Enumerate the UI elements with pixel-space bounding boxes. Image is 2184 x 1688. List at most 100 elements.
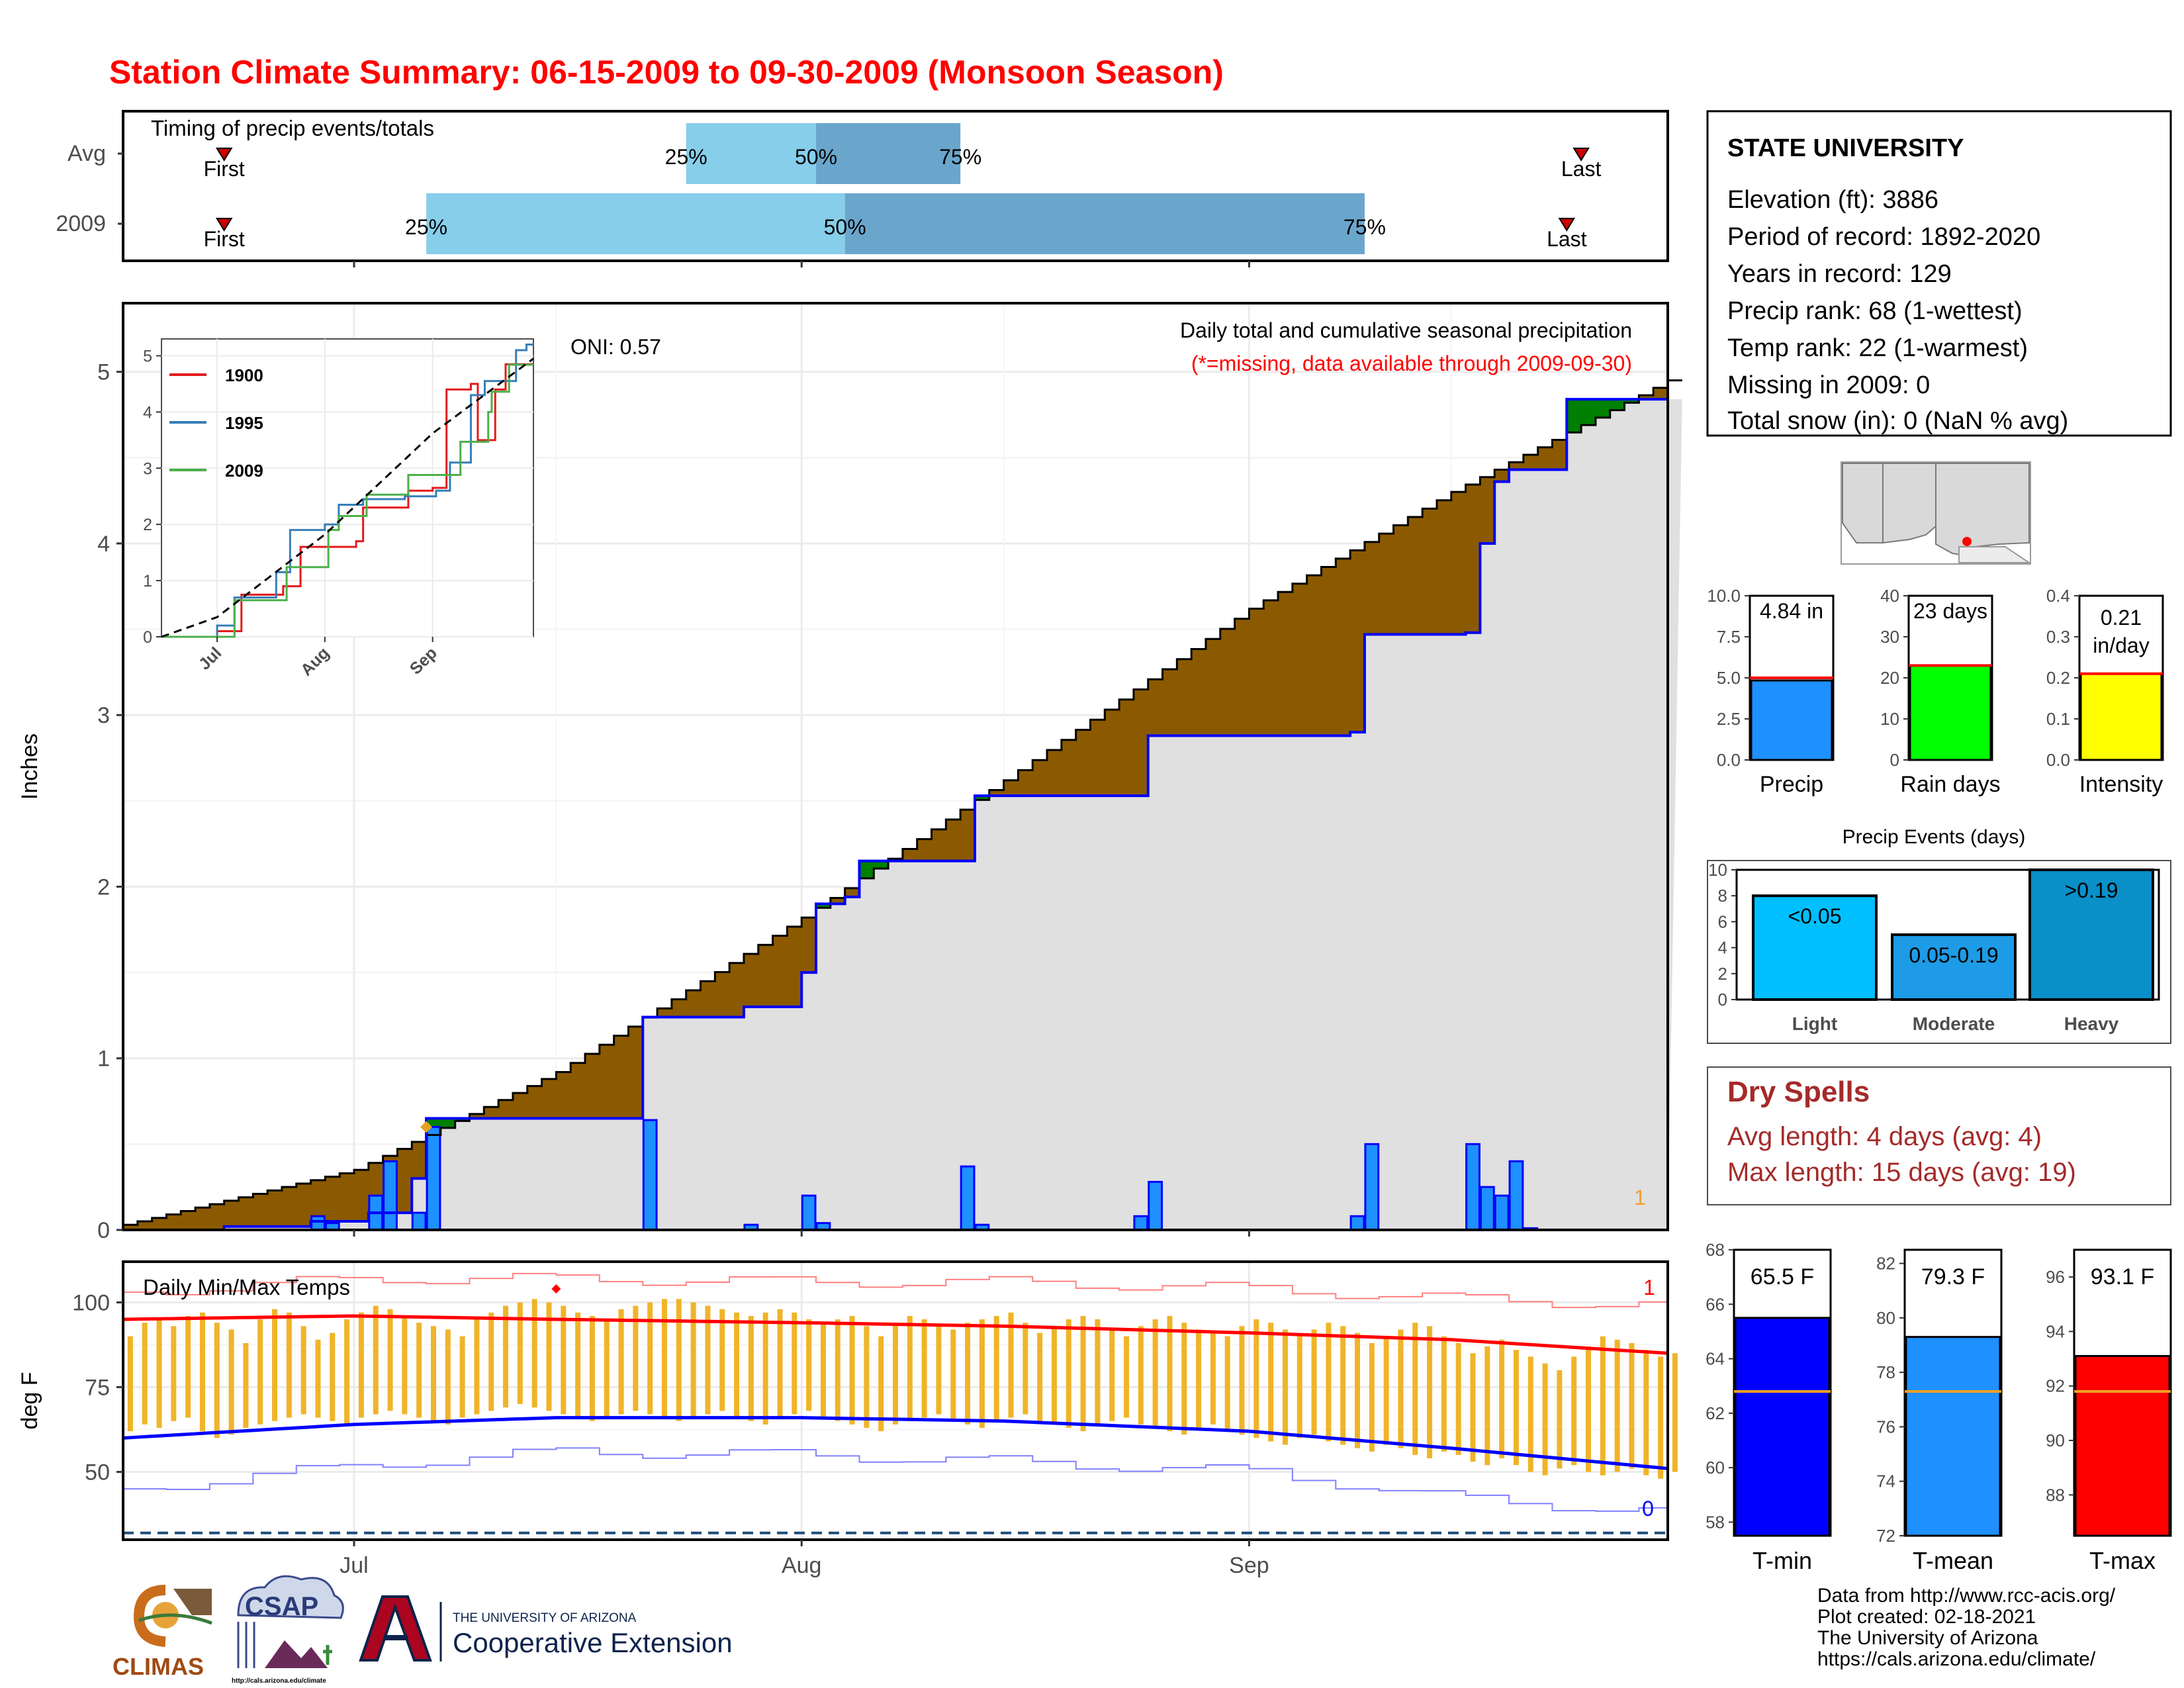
inset-ytick-label: 0 bbox=[143, 628, 152, 647]
daily-temp-bar bbox=[1455, 1342, 1461, 1455]
daily-temp-bar bbox=[228, 1329, 234, 1435]
below-avg-area bbox=[224, 1200, 240, 1227]
daily-temp-bar bbox=[1152, 1319, 1158, 1428]
avg-min-line bbox=[122, 1416, 1668, 1470]
below-avg-area bbox=[1436, 500, 1452, 635]
daily-temp-bar bbox=[1672, 1353, 1678, 1472]
above-avg-area bbox=[1624, 399, 1639, 403]
below-avg-area bbox=[310, 1180, 326, 1222]
below-avg-area bbox=[830, 898, 846, 904]
daily-temp-bar bbox=[907, 1315, 913, 1421]
events-tick-label: 6 bbox=[1718, 912, 1727, 931]
below-avg-area bbox=[1321, 567, 1336, 736]
below-avg-area bbox=[1133, 689, 1149, 796]
page-title: Station Climate Summary: 06-15-2009 to 0… bbox=[109, 54, 1224, 91]
timing-q25-label: 25% bbox=[405, 215, 447, 239]
climas-wave-icon bbox=[138, 1613, 212, 1625]
daily-temp-bar bbox=[1527, 1356, 1533, 1472]
daily-temp-bar bbox=[517, 1302, 523, 1405]
record-min-line bbox=[123, 1447, 1668, 1512]
first-event-label: First bbox=[204, 227, 245, 251]
daily-temp-bar bbox=[1355, 1333, 1361, 1448]
daily-temp-bar bbox=[719, 1309, 725, 1411]
daily-temp-bar bbox=[1340, 1326, 1346, 1445]
below-avg-area bbox=[1105, 709, 1120, 796]
precip-ytick-label: 5 bbox=[97, 360, 110, 385]
below-avg-area bbox=[1350, 550, 1365, 733]
daily-precip-bar bbox=[1508, 1160, 1524, 1231]
events-tick-label: 0 bbox=[1718, 990, 1727, 1009]
daily-temp-bar bbox=[1311, 1329, 1317, 1435]
footer-line-3: The University of Arizona bbox=[1817, 1627, 2038, 1649]
map-state-newmexico bbox=[1935, 463, 2030, 557]
temp-bar-tick-label: 62 bbox=[1706, 1403, 1725, 1423]
below-avg-area bbox=[1249, 608, 1264, 736]
temp-bar-value-text: 65.5 F bbox=[1751, 1264, 1814, 1289]
timing-q25-q50-bar bbox=[426, 193, 845, 254]
below-avg-area bbox=[787, 926, 802, 1007]
daily-temp-bar bbox=[762, 1312, 768, 1425]
events-tick-label: 2 bbox=[1718, 964, 1727, 984]
below-avg-area bbox=[686, 990, 702, 1017]
inset-ytick-label: 5 bbox=[143, 347, 152, 365]
daily-temp-bar bbox=[589, 1315, 595, 1421]
daily-temp-bar bbox=[1008, 1312, 1014, 1418]
mini-bar-value-text: 0.21 bbox=[2101, 606, 2142, 630]
inset-ytick-label: 2 bbox=[143, 516, 152, 534]
legend-label-2009: 2009 bbox=[225, 461, 263, 481]
daily-temp-bar bbox=[257, 1319, 263, 1425]
daily-temp-bar bbox=[156, 1319, 162, 1428]
daily-temp-bar bbox=[430, 1326, 436, 1421]
below-avg-area bbox=[238, 1197, 253, 1227]
below-avg-area bbox=[556, 1072, 571, 1119]
daily-temp-bar bbox=[965, 1323, 971, 1425]
daily-precip-bar bbox=[1494, 1194, 1510, 1231]
daily-precip-bar bbox=[1133, 1215, 1149, 1231]
temp-bar-tick-label: 96 bbox=[2046, 1267, 2065, 1287]
mini-bar-tick-label: 7.5 bbox=[1717, 627, 1741, 647]
daily-precip-bar bbox=[642, 1119, 658, 1231]
daily-temp-bar bbox=[1066, 1319, 1071, 1428]
daily-temp-bar bbox=[1138, 1326, 1144, 1425]
below-avg-area bbox=[195, 1207, 210, 1230]
season-temp-bars: 65.5 F 58 60 62 64 66 68 T-min 79.3 F 72 74 76 78 80 8… bbox=[1706, 1240, 2172, 1574]
temps-xtick-label: Jul bbox=[340, 1553, 368, 1578]
above-avg-area bbox=[1595, 399, 1611, 418]
mini-bar-label: Intensity bbox=[2079, 772, 2163, 797]
daily-temp-bar bbox=[344, 1319, 350, 1425]
ua-big-text: Cooperative Extension bbox=[453, 1627, 733, 1658]
temps-ytick-label: 50 bbox=[85, 1460, 110, 1485]
event-bar bbox=[2028, 868, 2154, 1001]
station-missing: Missing in 2009: 0 bbox=[1727, 371, 1930, 399]
climas-wordmark: CLIMAS bbox=[113, 1653, 204, 1680]
daily-temp-bar bbox=[402, 1315, 408, 1415]
events-title: Precip Events (days) bbox=[1843, 826, 2026, 848]
daily-temp-bar bbox=[1167, 1315, 1173, 1432]
map-mexico bbox=[1958, 546, 2032, 563]
csap-url: http://cals.arizona.edu/climate bbox=[232, 1677, 326, 1685]
daily-temp-bar bbox=[459, 1336, 465, 1418]
daily-temp-bar bbox=[1586, 1346, 1592, 1472]
first-event-label: First bbox=[204, 157, 245, 181]
daily-temp-bar bbox=[1557, 1370, 1563, 1469]
station-info-box: STATE UNIVERSITY Elevation (ft): 3886 Pe… bbox=[1706, 110, 2172, 437]
daily-temp-bar bbox=[142, 1323, 148, 1425]
below-avg-area bbox=[1278, 592, 1293, 736]
daily-temp-bar bbox=[647, 1302, 653, 1415]
footer-credits: Data from http://www.rcc-acis.org/ Plot … bbox=[1817, 1585, 2116, 1670]
daily-temp-bar bbox=[1023, 1323, 1028, 1415]
below-avg-area bbox=[325, 1176, 340, 1222]
mini-bar-tick-label: 20 bbox=[1880, 668, 1899, 688]
timing-q50-q75-bar bbox=[816, 123, 961, 184]
events-tick-label: 8 bbox=[1718, 886, 1727, 906]
station-years: Years in record: 129 bbox=[1727, 260, 1952, 288]
timing-label: Timing of precip events/totals bbox=[151, 116, 434, 140]
daily-temp-bar bbox=[1297, 1336, 1302, 1438]
timing-row-2009-label: 2009 bbox=[56, 211, 106, 236]
below-avg-area bbox=[267, 1190, 283, 1227]
below-avg-area bbox=[931, 829, 946, 861]
mini-bar-tick-label: 0 bbox=[1890, 750, 1899, 770]
below-avg-area bbox=[1306, 575, 1322, 736]
below-avg-area bbox=[657, 1008, 672, 1017]
